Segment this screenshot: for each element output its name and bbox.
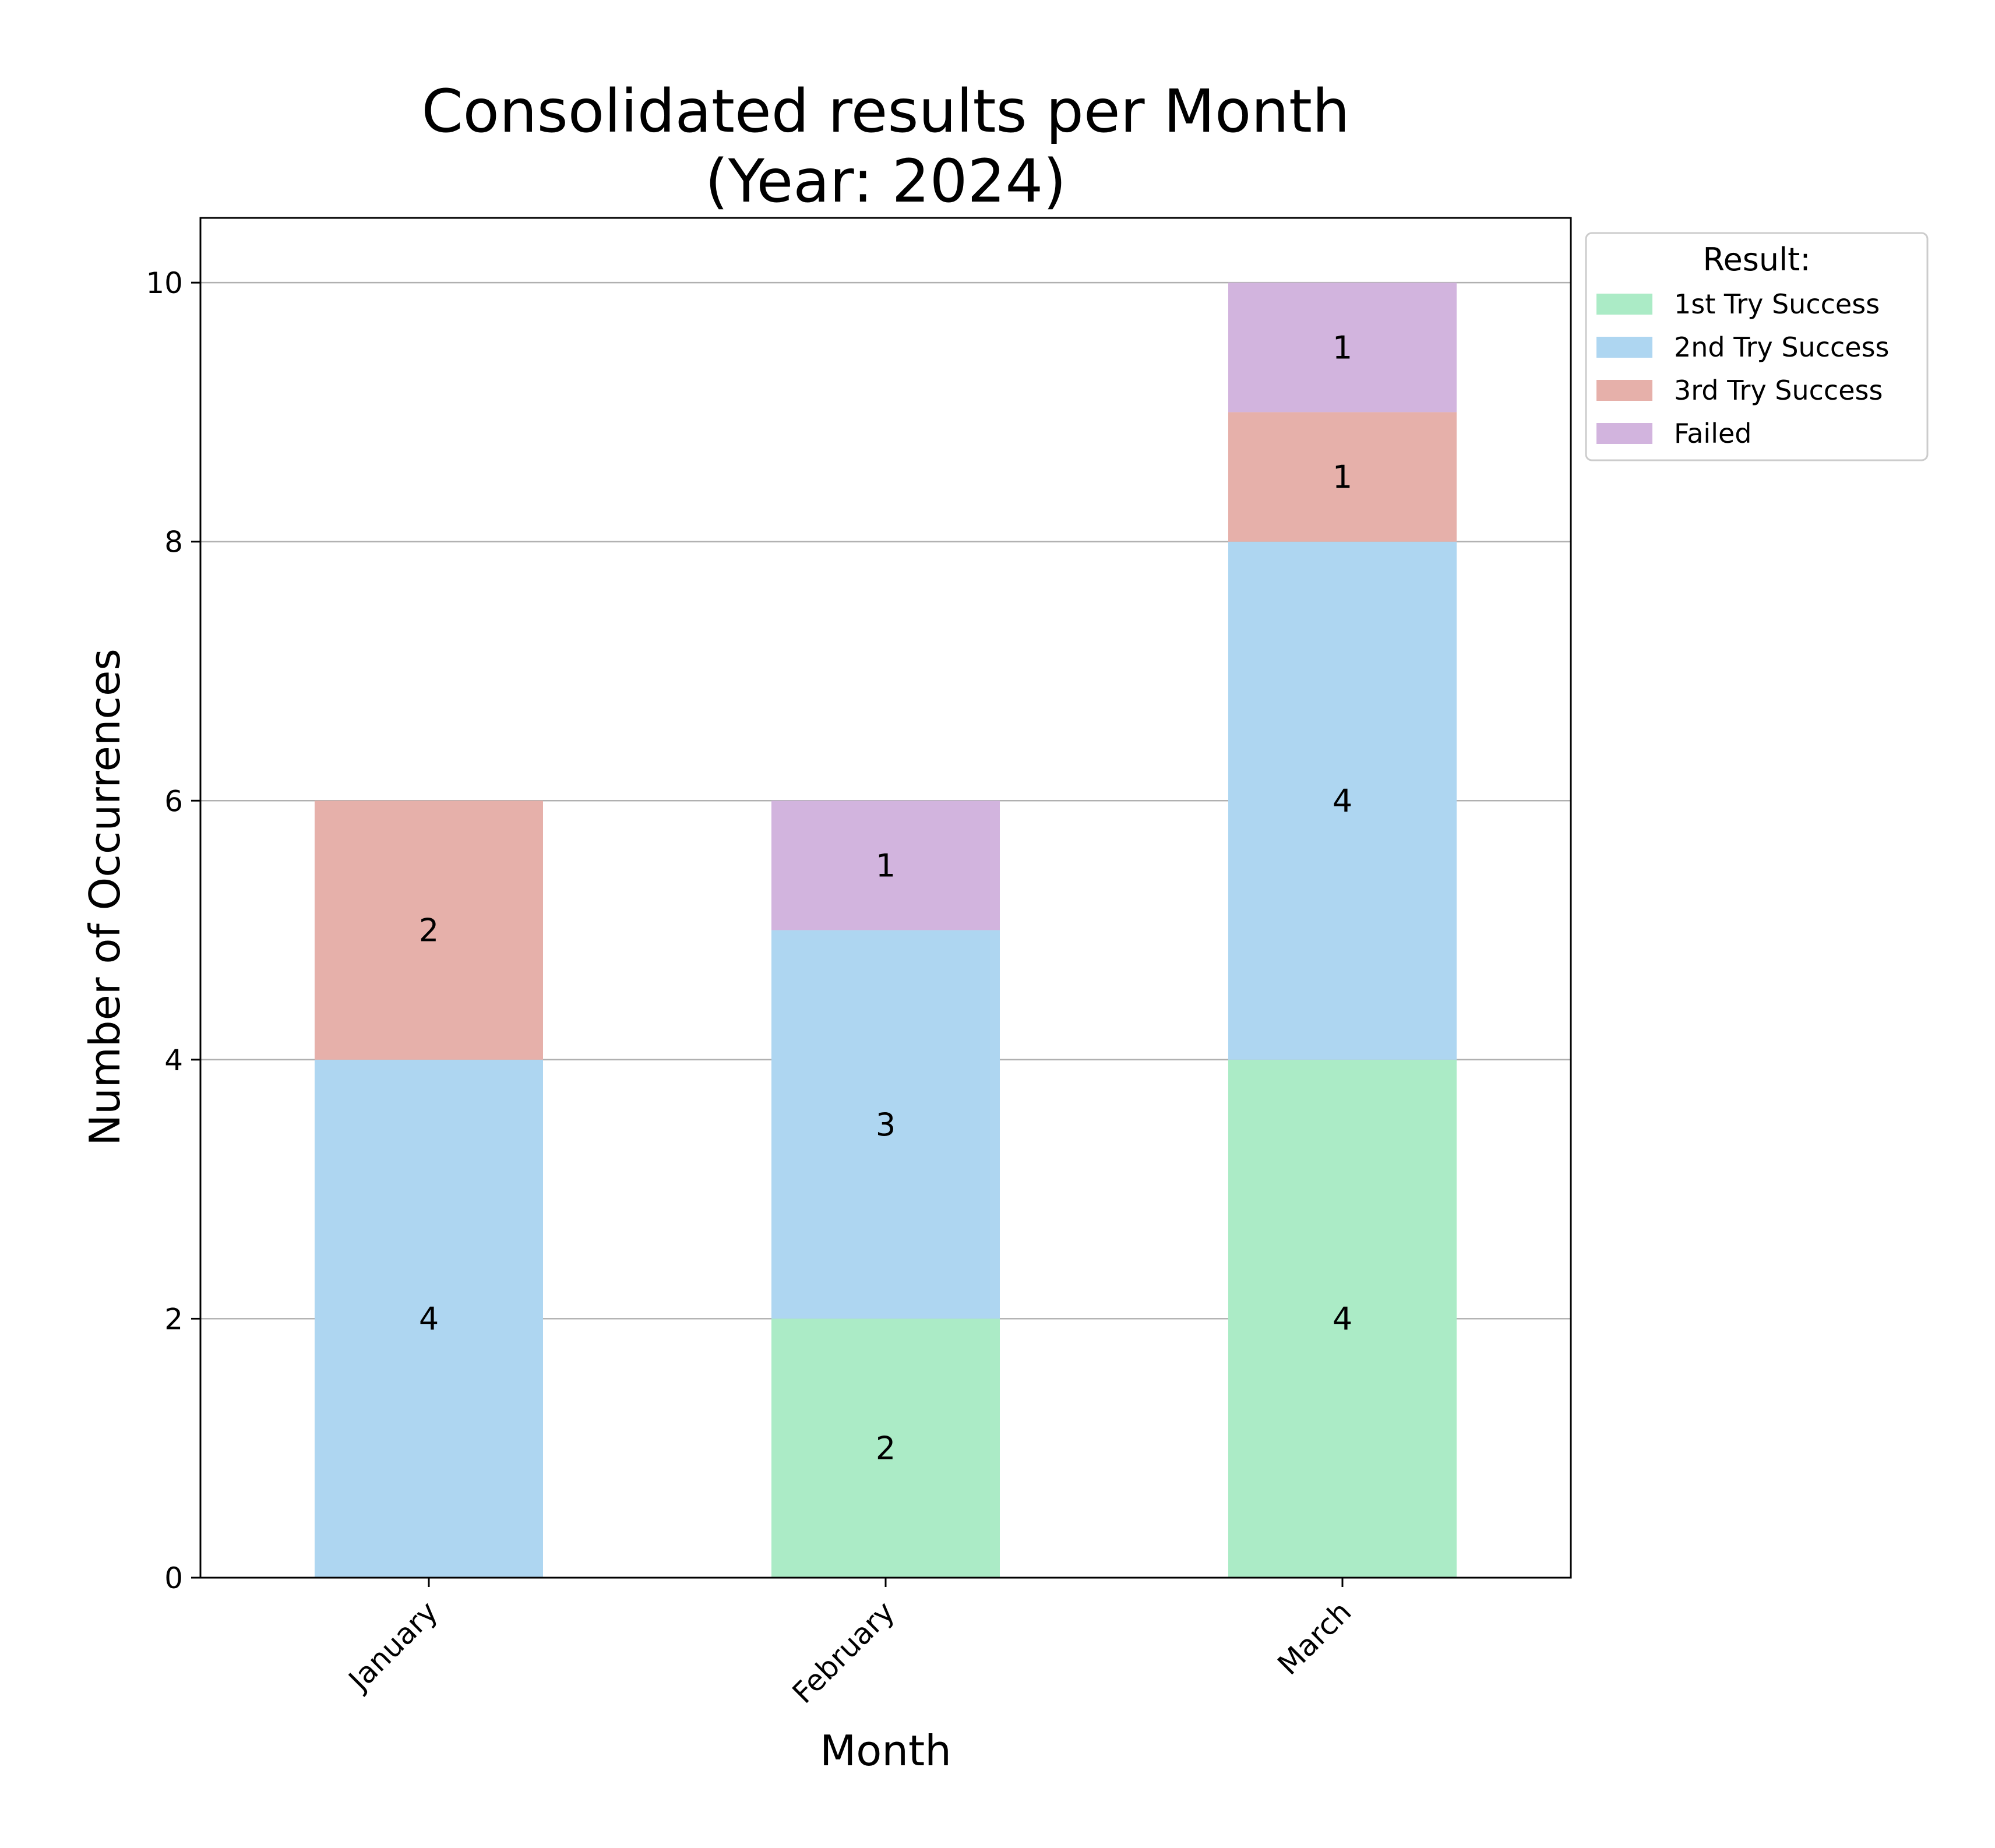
legend-swatch (1596, 294, 1652, 315)
y-tick-label: 4 (164, 1043, 183, 1077)
y-tick-label: 10 (146, 266, 183, 300)
bar-segment-february-series-2 (771, 930, 1000, 1319)
legend-entry: 2nd Try Success (1674, 331, 1890, 363)
data-label: 4 (1333, 782, 1352, 819)
x-tick-label: March (1271, 1595, 1358, 1681)
y-axis-label: Number of Occurrences (80, 648, 129, 1146)
bar-segment-february-series-4 (771, 800, 1000, 930)
legend-title: Result: (1703, 241, 1810, 278)
x-tick-label: January (341, 1595, 444, 1698)
legend-entry: Failed (1674, 418, 1752, 449)
data-label: 2 (876, 1430, 896, 1467)
chart-title-line-2: (Year: 2024) (705, 147, 1066, 216)
bar-segment-march-series-3 (1228, 412, 1457, 542)
legend-items: 1st Try Success 2nd Try Success 3rd Try Su… (1596, 288, 1890, 449)
chart-title-line-1: Consolidated results per Month (421, 77, 1349, 146)
bar-segment-march-series-4 (1228, 283, 1457, 412)
x-tick-label: February (786, 1595, 901, 1710)
y-tick-label: 6 (164, 784, 183, 818)
y-tick-label: 2 (164, 1302, 183, 1336)
legend-frame (1585, 232, 1929, 461)
bars (315, 283, 1457, 1578)
data-label: 4 (1333, 1300, 1352, 1337)
legend-entry: 3rd Try Success (1674, 375, 1883, 406)
y-tick-label: 0 (164, 1561, 183, 1595)
legend-entry: 1st Try Success (1674, 288, 1880, 320)
data-labels: 4 2 2 3 1 4 4 1 1 (419, 329, 1352, 1466)
data-label: 2 (419, 912, 439, 949)
data-label: 1 (876, 847, 896, 884)
data-label: 4 (419, 1300, 439, 1337)
bar-segment-march-series-1 (1228, 1059, 1457, 1578)
bar-segment-march-series-2 (1228, 541, 1457, 1060)
bar-segment-february-series-1 (771, 1318, 1000, 1578)
legend-swatch (1596, 380, 1652, 401)
legend-swatch (1596, 423, 1652, 444)
bar-segment-january-series-3 (315, 800, 543, 1060)
data-label: 3 (876, 1106, 896, 1143)
legend: Result: 1st Try Success 2nd Try Success 3r… (1585, 232, 1929, 461)
bar-segment-january-series-2 (315, 1059, 543, 1578)
data-label: 1 (1333, 459, 1352, 496)
x-axis-label: Month (820, 1726, 951, 1775)
y-tick-label: 8 (164, 526, 183, 559)
legend-swatch (1596, 337, 1652, 358)
data-label: 1 (1333, 329, 1352, 366)
